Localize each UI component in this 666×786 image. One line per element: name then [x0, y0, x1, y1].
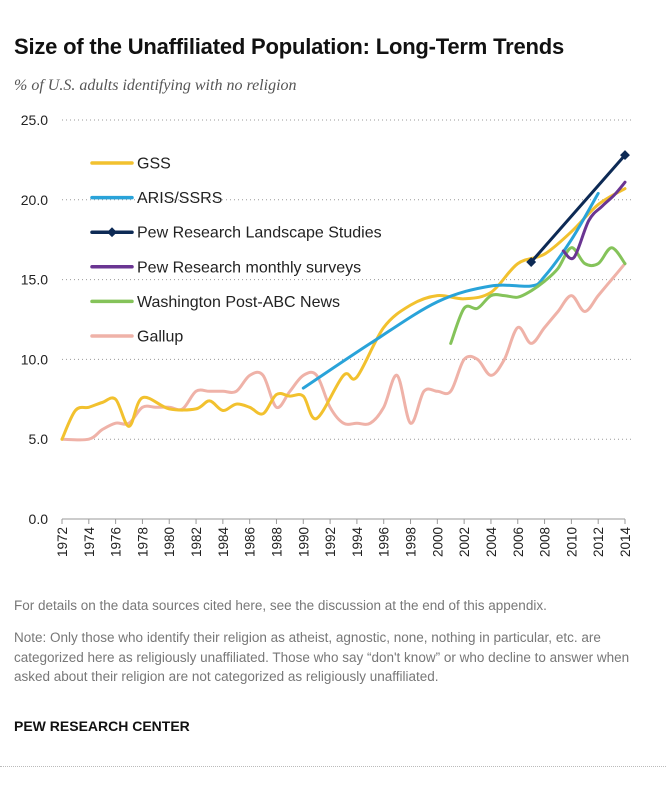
x-tick-label: 1972	[55, 527, 70, 557]
series-line-pew-research-monthly-surveys	[561, 180, 627, 261]
series-lines	[60, 150, 630, 442]
gridlines	[62, 119, 633, 520]
data-point-marker	[620, 150, 630, 161]
y-tick-label: 5.0	[29, 431, 49, 447]
x-tick-label: 1988	[269, 527, 284, 557]
x-tick-label: 2002	[457, 527, 472, 557]
x-tick-label: 1982	[189, 527, 204, 557]
series-line-pew-research-landscape-studies	[529, 153, 627, 264]
y-tick-label: 15.0	[21, 272, 48, 288]
x-tick-label: 2010	[564, 527, 579, 557]
x-tick-label: 1998	[404, 527, 419, 557]
bottom-divider	[0, 766, 666, 767]
y-axis-ticks: 0.0 5.0 10.0 15.0 20.0 25.0	[21, 112, 48, 527]
source-credit: PEW RESEARCH CENTER	[14, 718, 190, 734]
x-tick-label: 2006	[511, 527, 526, 557]
x-tick-label: 1984	[216, 527, 231, 558]
x-tick-label: 1974	[82, 527, 97, 558]
x-tick-label: 2004	[484, 527, 499, 558]
x-tick-label: 1994	[350, 527, 365, 558]
series-line-washington-post-abc-news	[449, 246, 627, 345]
x-tick-label: 2012	[591, 527, 606, 557]
y-tick-label: 0.0	[29, 511, 49, 527]
methodology-note: Note: Only those who identify their reli…	[14, 630, 630, 684]
x-tick-label: 1992	[323, 527, 338, 557]
x-tick-label: 2000	[430, 527, 445, 557]
x-tick-label: 1980	[162, 527, 177, 557]
x-tick-label: 1986	[243, 527, 258, 557]
series-line-gallup	[60, 262, 627, 442]
x-tick-label: 1990	[296, 527, 311, 557]
x-tick-label: 1996	[377, 527, 392, 557]
legend-label-aris-ssrs: ARIS/SSRS	[137, 190, 222, 207]
x-tick-label: 1978	[135, 527, 150, 557]
x-tick-label: 2014	[618, 527, 633, 558]
legend-label-pew-research-monthly-surveys: Pew Research monthly surveys	[137, 259, 361, 276]
series-line-aris-ssrs	[301, 191, 600, 390]
x-tick-label: 1976	[109, 527, 124, 557]
legend-label-gss: GSS	[137, 156, 171, 173]
line-chart: 0.05.010.015.020.025.0 1972 1974 1976 1978 1…	[21, 112, 633, 557]
legend-marker	[107, 227, 117, 238]
x-axis: 1972 1974 1976 1978 1980 1982 1984 1986 1988 1990…	[55, 519, 633, 557]
details-note: For details on the data sources cited he…	[14, 598, 547, 613]
legend-label-washington-post-abc-news: Washington Post-ABC News	[137, 294, 340, 311]
chart-subtitle: % of U.S. adults identifying with no rel…	[14, 77, 297, 94]
legend-label-pew-research-landscape-studies: Pew Research Landscape Studies	[137, 225, 382, 242]
y-tick-label: 20.0	[21, 192, 48, 208]
data-point-marker	[526, 257, 537, 267]
x-tick-label: 2008	[538, 527, 553, 557]
series-line-gss	[60, 187, 627, 441]
y-tick-label: 25.0	[21, 112, 48, 128]
chart-title: Size of the Unaffiliated Population: Lon…	[14, 34, 565, 59]
legend: GSS ARIS/SSRS Pew Research Landscape Studi…	[90, 156, 382, 346]
legend-label-gallup: Gallup	[137, 329, 183, 346]
y-tick-label: 10.0	[21, 351, 48, 367]
